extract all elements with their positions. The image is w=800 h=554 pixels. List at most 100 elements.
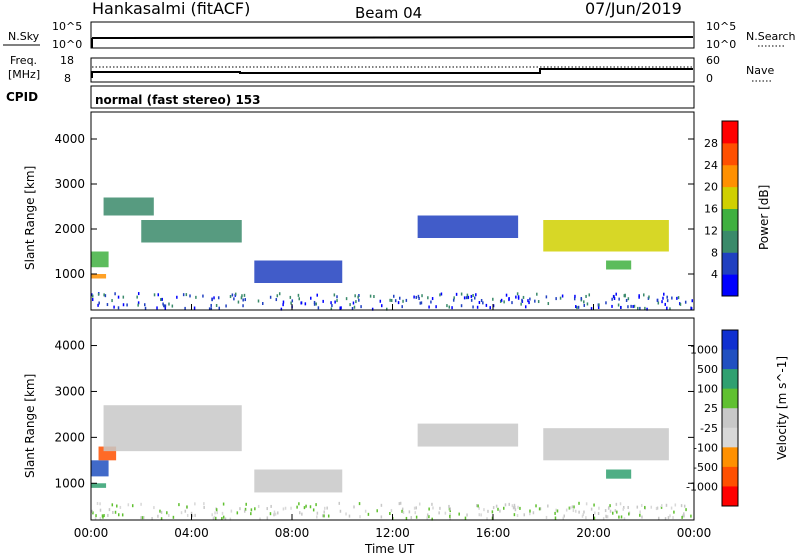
speckle-point [444, 511, 447, 515]
speckle-point [195, 295, 197, 299]
speckle-point [427, 296, 429, 300]
speckle-point [565, 508, 568, 512]
speckle-point [485, 303, 488, 307]
speckle-point [627, 297, 630, 301]
speckle-point [91, 298, 94, 302]
speckle-point [245, 502, 247, 506]
speckle-point [257, 299, 260, 303]
speckle-point [94, 517, 97, 521]
speckle-point [648, 295, 650, 299]
speckle-point [114, 510, 117, 514]
speckle-point [480, 513, 482, 517]
speckle-point [290, 506, 292, 510]
speckle-point [669, 307, 671, 311]
speckle-point [676, 296, 678, 300]
power-colorbar-swatch [722, 142, 738, 166]
speckle-point [414, 511, 417, 515]
speckle-point [203, 505, 205, 509]
speckle-point [431, 297, 434, 301]
speckle-point [590, 307, 593, 311]
speckle-point [415, 295, 418, 299]
speckle-point [208, 307, 211, 311]
speckle-point [127, 503, 130, 507]
speckle-point [554, 511, 556, 515]
speckle-point [243, 293, 246, 297]
speckle-point [588, 293, 591, 297]
speckle-point [605, 515, 608, 519]
speckle-point [614, 509, 617, 513]
speckle-point [244, 298, 247, 302]
speckle-point [273, 513, 275, 517]
speckle-point [300, 301, 302, 305]
speckle-point [516, 292, 519, 296]
speckle-point [122, 295, 125, 299]
speckle-point [405, 298, 408, 302]
y-tick-label: 1000 [54, 267, 85, 281]
speckle-point [667, 516, 670, 520]
speckle-point [415, 515, 418, 519]
speckle-point [229, 517, 232, 521]
power-colorbar-swatch [722, 252, 738, 275]
speckle-point [108, 508, 111, 512]
speckle-point [166, 511, 168, 515]
speckle-point [269, 512, 272, 516]
speckle-point [554, 516, 557, 520]
speckle-point [317, 306, 320, 310]
velocity-colorbar-tick: -500 [693, 461, 718, 474]
speckle-point [97, 303, 99, 307]
beam-title: Beam 04 [355, 4, 422, 22]
speckle-point [215, 303, 218, 307]
speckle-point [586, 302, 589, 306]
speckle-point [415, 506, 418, 510]
date-title: 07/Jun/2019 [585, 0, 682, 18]
speckle-point [489, 306, 491, 310]
speckle-point [160, 510, 163, 514]
speckle-point [140, 516, 142, 520]
speckle-point [168, 302, 170, 306]
speckle-point [276, 294, 279, 298]
speckle-point [92, 511, 94, 515]
speckle-point [608, 506, 610, 510]
speckle-point [345, 512, 347, 516]
speckle-point [448, 305, 451, 309]
speckle-point [401, 509, 403, 513]
speckle-point [336, 295, 338, 299]
x-tick-label: 12:00 [375, 526, 410, 540]
vel-bands-band-3 [103, 405, 242, 452]
speckle-point [657, 516, 660, 520]
speckle-point [641, 515, 643, 519]
speckle-point [438, 511, 440, 515]
speckle-point [117, 295, 120, 299]
speckle-point [683, 504, 686, 508]
speckle-point [577, 305, 580, 309]
speckle-point [269, 295, 272, 299]
power-colorbar-tick: 20 [704, 181, 718, 194]
speckle-point [644, 306, 646, 310]
speckle-point [455, 292, 458, 296]
velocity-echo-bands [91, 405, 669, 493]
speckle-point [218, 306, 221, 310]
speckle-point [467, 295, 470, 299]
speckle-point [472, 294, 474, 298]
speckle-point [266, 516, 269, 520]
speckle-point [351, 307, 354, 311]
speckle-point [646, 307, 648, 311]
speckle-point [301, 512, 303, 516]
speckle-point [661, 300, 663, 304]
speckle-point [636, 505, 639, 509]
speckle-point [297, 293, 300, 297]
speckle-point [113, 305, 115, 309]
speckle-point [480, 298, 483, 302]
speckle-point [545, 295, 548, 299]
speckle-point [136, 295, 138, 299]
speckle-point [221, 511, 224, 515]
speckle-point [126, 303, 128, 307]
power-colorbar-tick: 8 [711, 246, 718, 259]
speckle-point [244, 507, 247, 511]
speckle-point [214, 516, 217, 520]
speckle-point [418, 296, 420, 300]
speckle-point [178, 503, 180, 507]
speckle-point [680, 504, 683, 508]
speckle-point [623, 294, 626, 298]
speckle-point [401, 305, 403, 309]
